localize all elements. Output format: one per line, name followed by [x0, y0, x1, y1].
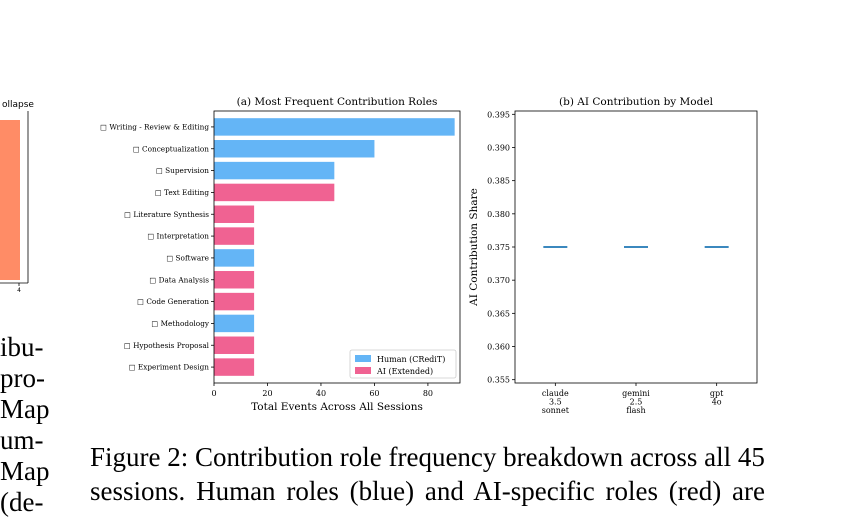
y-tick-label: 0.370: [487, 276, 510, 285]
y-tick-label: 0.375: [487, 243, 510, 252]
bar: [214, 227, 255, 245]
panel-a-legend: Human (CRediT) AI (Extended): [349, 349, 457, 379]
caption-line-2: sessions. Human roles (blue) and AI-spec…: [90, 476, 765, 506]
panel-b-y-ticks: 0.355 0.360 0.365 0.370 0.375 0.380 0.385 0.390…: [487, 110, 515, 385]
panel-b-box-chart: (b) AI Contribution by Model 0.3550.3600…: [468, 96, 758, 415]
x-tick-label: claude 3.5 sonnet: [542, 389, 570, 415]
y-tick-label: 0.365: [487, 309, 510, 318]
y-tick-label: 0.395: [487, 110, 510, 119]
bar: [214, 183, 335, 202]
panel-a-frame: [213, 110, 461, 384]
panel-a-category-labels: □ Writing - Review & Editing □ Conceptual…: [100, 122, 214, 372]
category-label: □ Experiment Design: [129, 363, 210, 372]
x-tick-label: 20: [262, 389, 272, 398]
y-tick-label: 0.385: [487, 177, 510, 186]
category-label: □ Text Editing: [155, 188, 209, 197]
x-tick-label: 0: [211, 389, 216, 398]
y-tick-label: 0.355: [487, 376, 510, 385]
left-text-fragment: Map: [0, 394, 50, 424]
bar: [214, 336, 255, 354]
panel-b-frame: [514, 110, 758, 384]
x-tick-label: gemini 2.5 flash: [622, 389, 650, 415]
category-label: □ Code Generation: [137, 297, 209, 306]
panel-a-bar-chart: (a) Most Frequent Contribution Roles □ W…: [100, 96, 461, 413]
legend-swatch: [355, 367, 371, 374]
y-tick-label: 0.390: [487, 143, 510, 152]
x-tick-label: 40: [316, 389, 326, 398]
caption-line-1: Figure 2: Contribution role frequency br…: [90, 442, 765, 472]
legend-box: [349, 349, 457, 379]
x-tick-label: 80: [423, 389, 433, 398]
panel-a-title: (a) Most Frequent Contribution Roles: [237, 96, 438, 108]
panel-b-title: (b) AI Contribution by Model: [559, 96, 714, 108]
panel-b-x-ticks: claude 3.5 sonnet gemini 2.5 flash gpt 4o: [542, 383, 724, 415]
left-text-fragment: pro-: [0, 363, 45, 393]
legend-label: AI (Extended): [376, 367, 433, 376]
category-label: □ Writing - Review & Editing: [100, 122, 209, 131]
figure-caption: Figure 2: Contribution role frequency br…: [90, 440, 765, 508]
bar: [214, 271, 255, 289]
category-label: □ Methodology: [151, 319, 209, 328]
panel-a-x-ticks: 0 20 40 60 80: [211, 383, 433, 398]
left-text-fragment: (de-: [0, 487, 44, 517]
bar: [214, 314, 255, 333]
category-label: □ Hypothesis Proposal: [124, 341, 210, 350]
bar: [214, 358, 255, 376]
legend-label: Human (CRediT): [377, 355, 445, 364]
left-text-fragment: Map: [0, 456, 50, 486]
x-tick-label: gpt 4o: [710, 389, 724, 407]
category-label: □ Software: [166, 253, 209, 262]
y-tick-label: 0.360: [487, 343, 510, 352]
left-panel-fragment: ollapse 4: [0, 100, 34, 294]
bar: [214, 205, 255, 223]
x-tick-label: 60: [369, 389, 379, 398]
left-panel-tick-label: 4: [17, 287, 21, 294]
category-label: □ Data Analysis: [149, 275, 209, 284]
left-panel-title-fragment: ollapse: [2, 100, 34, 110]
bar: [214, 161, 335, 180]
category-label: □ Conceptualization: [133, 144, 209, 153]
category-label: □ Literature Synthesis: [124, 210, 209, 219]
panel-b-y-axis-label: AI Contribution Share: [468, 188, 480, 307]
bar: [214, 249, 255, 267]
bar: [214, 292, 255, 311]
panel-a-x-axis-label: Total Events Across All Sessions: [251, 401, 423, 413]
bar: [214, 140, 375, 158]
category-label: □ Interpretation: [147, 232, 209, 241]
category-label: □ Supervision: [156, 166, 209, 175]
legend-swatch: [355, 355, 371, 362]
left-panel-bar: [0, 120, 20, 280]
bar: [214, 118, 455, 136]
left-text-fragment: um-: [0, 425, 44, 455]
panel-a-bars: [214, 118, 455, 376]
left-text-fragment: ibu-: [0, 332, 44, 362]
y-tick-label: 0.380: [487, 210, 510, 219]
